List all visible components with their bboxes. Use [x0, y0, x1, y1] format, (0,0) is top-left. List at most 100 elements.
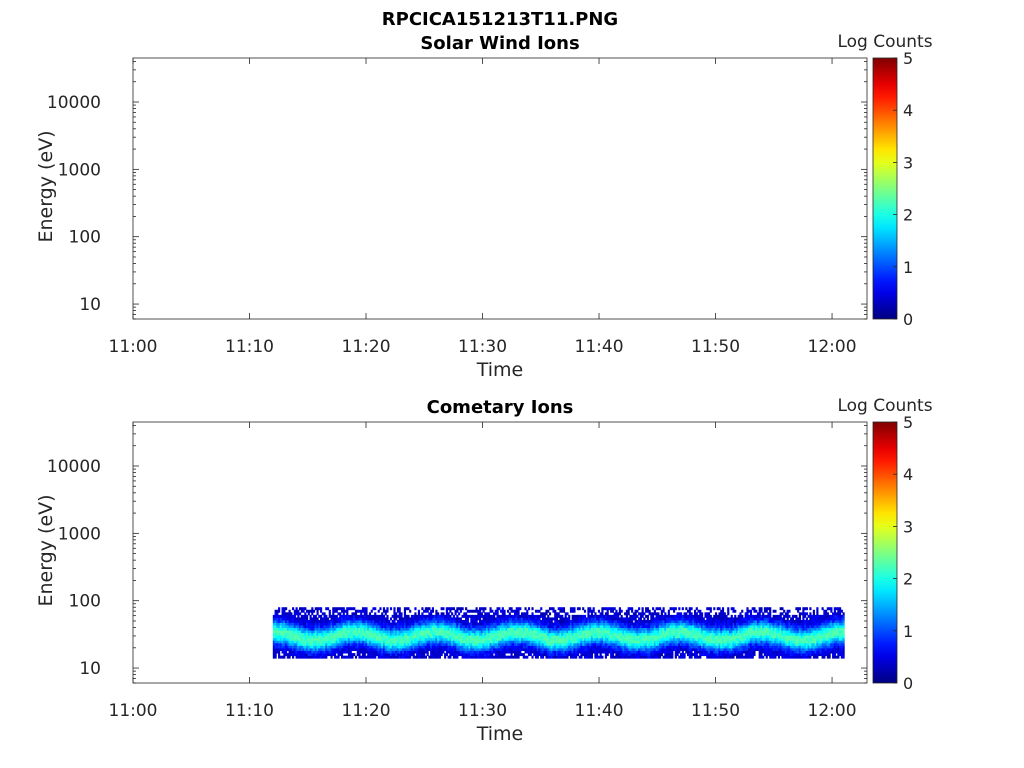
heatmap-cell	[489, 617, 492, 621]
heatmap-cell	[361, 640, 365, 644]
heatmap-cell	[326, 627, 330, 631]
heatmap-cell	[707, 655, 711, 659]
heatmap-cell	[300, 642, 303, 646]
heatmap-cell	[484, 612, 487, 616]
heatmap-cell	[278, 614, 281, 618]
heatmap-cell	[465, 607, 468, 611]
heatmap-cell	[655, 607, 658, 611]
heatmap-cell	[496, 625, 499, 629]
heatmap-cell	[580, 617, 583, 621]
heatmap-cell	[416, 655, 419, 659]
heatmap-cell	[506, 645, 510, 649]
heatmap-cell	[503, 612, 506, 616]
heatmap-cell	[669, 650, 672, 654]
heatmap-cell	[473, 632, 476, 636]
heatmap-cell	[407, 632, 410, 636]
heatmap-cell	[356, 630, 359, 634]
heatmap-cell	[652, 625, 655, 629]
heatmap-cell	[472, 630, 475, 634]
heatmap-cell	[400, 630, 403, 634]
heatmap-cell	[347, 650, 351, 654]
heatmap-cell	[347, 607, 351, 611]
heatmap-cell	[330, 632, 333, 636]
heatmap-cell	[510, 630, 513, 634]
heatmap-cell	[494, 632, 497, 636]
heatmap-cell	[645, 635, 648, 639]
heatmap-cell	[638, 612, 641, 616]
heatmap-cell	[735, 630, 739, 634]
heatmap-cell	[580, 627, 583, 631]
heatmap-cell	[395, 630, 398, 634]
heatmap-cell	[660, 612, 663, 616]
heatmap-cell	[695, 627, 698, 631]
heatmap-cell	[716, 637, 719, 641]
heatmap-cell	[676, 645, 679, 649]
heatmap-cell	[353, 619, 356, 623]
heatmap-cell	[512, 625, 515, 629]
heatmap-cell	[293, 627, 296, 631]
heatmap-cell	[610, 655, 613, 659]
heatmap-cell	[372, 645, 375, 649]
heatmap-cell	[431, 655, 434, 659]
heatmap-cell	[597, 642, 601, 646]
heatmap-cell	[638, 653, 641, 657]
heatmap-cell	[578, 630, 581, 634]
heatmap-cell	[286, 622, 289, 626]
heatmap-cell	[344, 648, 347, 651]
heatmap-cell	[543, 653, 546, 657]
heatmap-cell	[445, 637, 448, 641]
heatmap-cell	[386, 632, 389, 636]
heatmap-cell	[585, 653, 588, 657]
heatmap-cell	[295, 655, 298, 659]
heatmap-cell	[606, 614, 609, 618]
heatmap-cell	[347, 645, 351, 649]
heatmap-cell	[454, 617, 457, 621]
heatmap-cell	[323, 653, 326, 657]
heatmap-cell	[424, 622, 427, 626]
heatmap-cell	[732, 650, 735, 654]
heatmap-cell	[382, 648, 386, 651]
heatmap-cell	[349, 653, 352, 657]
heatmap-cell	[657, 650, 660, 654]
heatmap-cell	[585, 630, 588, 634]
heatmap-cell	[641, 612, 644, 616]
heatmap-cell	[340, 625, 344, 629]
heatmap-cell	[699, 632, 702, 636]
heatmap-cell	[681, 614, 684, 618]
heatmap-cell	[377, 640, 380, 644]
heatmap-cell	[666, 637, 669, 641]
heatmap-cell	[468, 645, 471, 649]
heatmap-cell	[368, 614, 372, 618]
heatmap-cell	[617, 614, 620, 618]
heatmap-cell	[515, 648, 518, 651]
heatmap-cell	[669, 637, 672, 641]
heatmap-cell	[473, 617, 476, 621]
heatmap-cell	[333, 642, 337, 646]
heatmap-cell	[361, 653, 365, 657]
heatmap-cell	[339, 627, 342, 631]
heatmap-cell	[725, 640, 728, 644]
heatmap-cell	[667, 614, 670, 618]
heatmap-cell	[512, 645, 515, 649]
heatmap-cell	[313, 632, 316, 636]
heatmap-cell	[288, 645, 291, 649]
heatmap-cell	[615, 655, 618, 659]
heatmap-cell	[389, 637, 393, 641]
heatmap-cell	[634, 622, 637, 626]
heatmap-cell	[482, 637, 485, 641]
heatmap-cell	[444, 642, 447, 646]
heatmap-cell	[728, 648, 732, 651]
heatmap-cell	[486, 612, 489, 616]
heatmap-cell	[545, 622, 548, 626]
heatmap-cell	[372, 655, 375, 659]
heatmap-cell	[347, 635, 351, 639]
heatmap-cell	[325, 622, 328, 626]
heatmap-cell	[333, 653, 337, 657]
heatmap-cell	[718, 635, 721, 639]
heatmap-cell	[655, 635, 658, 639]
heatmap-cell	[683, 614, 686, 618]
heatmap-cell	[693, 609, 697, 613]
heatmap-cell	[479, 627, 482, 631]
heatmap-cell	[391, 653, 394, 657]
heatmap-cell	[608, 635, 611, 639]
